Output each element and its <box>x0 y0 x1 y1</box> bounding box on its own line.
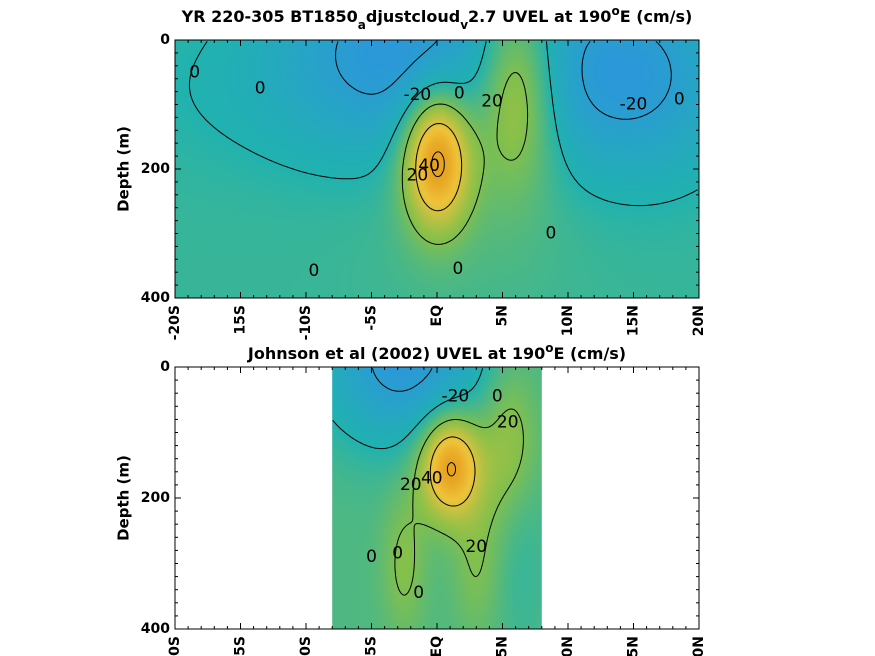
y-tick-label: 200 <box>141 161 170 177</box>
contour-line <box>335 40 672 120</box>
y-tick-label: 400 <box>141 621 170 637</box>
contour-label: -20 <box>441 386 469 406</box>
contour-label: 20 <box>497 413 519 433</box>
chart-title: YR 220-305 BT1850adjustcloudv2.7 UVEL at… <box>181 4 693 32</box>
contour-label: 20 <box>407 165 429 185</box>
contour-label: 0 <box>674 89 685 109</box>
contour-label: 0 <box>255 78 266 98</box>
x-tick-label: 15N <box>626 305 642 336</box>
y-tick-label: 0 <box>160 359 170 375</box>
contour-label: 0 <box>392 544 403 564</box>
x-tick-label: -10S <box>298 636 314 656</box>
contour-label: 40 <box>418 156 440 176</box>
contour-line <box>431 151 445 178</box>
chart-title: Johnson et al (2002) UVEL at 190oE (cm/s… <box>247 341 626 363</box>
contour-label: 0 <box>453 259 464 279</box>
contour-line <box>332 368 484 450</box>
contour-label: 20 <box>400 475 422 495</box>
x-tick-label: -5S <box>364 636 380 656</box>
x-tick-label: EQ <box>429 305 445 327</box>
y-axis-label: Depth (m) <box>115 126 133 212</box>
contour-line <box>429 436 476 507</box>
y-tick-label: 0 <box>160 32 170 48</box>
contour-label: -20 <box>620 95 648 115</box>
x-tick-label: 10N <box>560 305 576 336</box>
contour-line <box>188 41 698 207</box>
x-tick-label: -10S <box>298 305 314 340</box>
contour-label: 40 <box>421 468 443 488</box>
x-tick-label: 20N <box>691 636 707 656</box>
x-tick-label: EQ <box>429 636 445 656</box>
x-tick-label: 15N <box>626 636 642 656</box>
y-tick-label: 200 <box>141 490 170 506</box>
x-tick-label: -20S <box>167 305 183 340</box>
contour-label: 20 <box>481 91 503 111</box>
contour-label: 0 <box>413 583 424 603</box>
x-tick-label: 5N <box>495 305 511 326</box>
contour-label: 0 <box>189 62 200 82</box>
contour-line <box>401 72 529 245</box>
contour-label: -20 <box>403 85 431 105</box>
contour-line <box>394 408 524 596</box>
x-tick-label: 5N <box>495 636 511 656</box>
x-tick-label: 10N <box>560 636 576 656</box>
x-tick-label: 15S <box>233 305 249 335</box>
x-tick-label: -5S <box>364 305 380 331</box>
contour-label: 0 <box>454 84 465 104</box>
contour-label: 0 <box>546 224 557 244</box>
y-axis-label: Depth (m) <box>115 455 133 541</box>
contour-line <box>372 368 433 392</box>
contour-label: 20 <box>465 537 487 557</box>
contour-line <box>415 123 463 212</box>
contour-label: 0 <box>366 547 377 567</box>
x-tick-label: 20N <box>691 305 707 336</box>
x-tick-label: -20S <box>167 636 183 656</box>
contour-label: 0 <box>492 386 503 406</box>
contour-label: 0 <box>308 261 319 281</box>
contour-line <box>446 462 456 477</box>
x-tick-label: 15S <box>233 636 249 656</box>
y-tick-label: 400 <box>141 290 170 306</box>
